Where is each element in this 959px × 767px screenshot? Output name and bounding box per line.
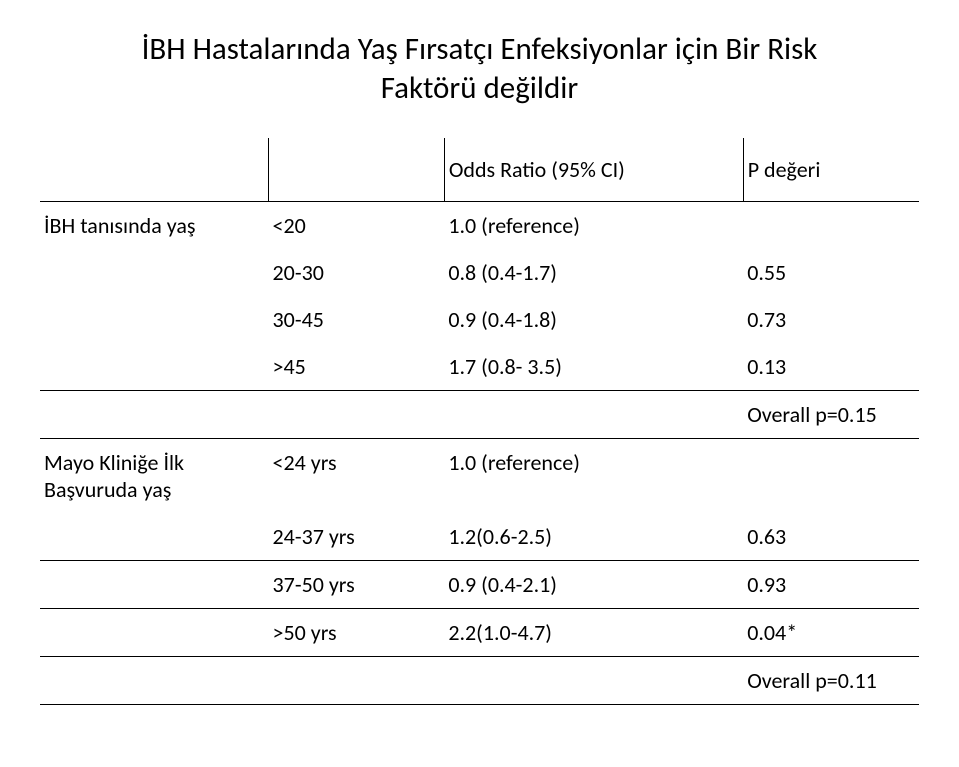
table-row: Overall p=0.15 bbox=[40, 390, 919, 438]
header-odds: Odds Ratio (95% CI) bbox=[444, 138, 743, 202]
cell-cat: <20 bbox=[269, 201, 445, 249]
cell-p: 0.04* bbox=[743, 608, 919, 656]
cell-p: 0.63 bbox=[743, 513, 919, 561]
title-line-1: İBH Hastalarında Yaş Fırsatçı Enfeksiyon… bbox=[142, 30, 818, 68]
cell-or: 2.2(1.0-4.7) bbox=[444, 608, 743, 656]
cell-cat: >45 bbox=[269, 343, 445, 391]
page-title: İBH Hastalarında Yaş Fırsatçı Enfeksiyon… bbox=[40, 30, 919, 108]
cell-cat: <24 yrs bbox=[269, 438, 445, 513]
overall-p-bottom: Overall p=0.11 bbox=[743, 656, 919, 704]
cell-cat: 30-45 bbox=[269, 296, 445, 343]
cell-or: 0.8 (0.4-1.7) bbox=[444, 249, 743, 296]
cell-or: 1.2(0.6-2.5) bbox=[444, 513, 743, 561]
title-line-2: Faktörü değildir bbox=[381, 69, 578, 107]
cell-or: 0.9 (0.4-2.1) bbox=[444, 560, 743, 608]
table-row: Overall p=0.11 bbox=[40, 656, 919, 704]
cell-cat: 20-30 bbox=[269, 249, 445, 296]
section2-label-line2: Başvuruda yaş bbox=[44, 476, 171, 503]
table-header-row: Odds Ratio (95% CI) P değeri bbox=[40, 138, 919, 202]
table-row: 30-45 0.9 (0.4-1.8) 0.73 bbox=[40, 296, 919, 343]
cell-p: 0.93 bbox=[743, 560, 919, 608]
section2-label-line1: Mayo Kliniğe İlk bbox=[44, 449, 184, 476]
table-row: >45 1.7 (0.8- 3.5) 0.13 bbox=[40, 343, 919, 391]
table-row: 24-37 yrs 1.2(0.6-2.5) 0.63 bbox=[40, 513, 919, 561]
section2-label: Mayo Kliniğe İlk Başvuruda yaş bbox=[40, 438, 269, 513]
cell-cat: >50 yrs bbox=[269, 608, 445, 656]
section1-label: İBH tanısında yaş bbox=[40, 201, 269, 249]
header-p: P değeri bbox=[743, 138, 919, 202]
table-row: 37-50 yrs 0.9 (0.4-2.1) 0.93 bbox=[40, 560, 919, 608]
cell-p: 0.55 bbox=[743, 249, 919, 296]
cell-or: 1.0 (reference) bbox=[444, 438, 743, 513]
cell-p bbox=[743, 438, 919, 513]
table-row: İBH tanısında yaş <20 1.0 (reference) bbox=[40, 201, 919, 249]
cell-cat: 37-50 yrs bbox=[269, 560, 445, 608]
cell-or: 0.9 (0.4-1.8) bbox=[444, 296, 743, 343]
table-row: Mayo Kliniğe İlk Başvuruda yaş <24 yrs 1… bbox=[40, 438, 919, 513]
table-row: 20-30 0.8 (0.4-1.7) 0.55 bbox=[40, 249, 919, 296]
cell-or: 1.0 (reference) bbox=[444, 201, 743, 249]
overall-p-top: Overall p=0.15 bbox=[743, 390, 919, 438]
table-row: >50 yrs 2.2(1.0-4.7) 0.04* bbox=[40, 608, 919, 656]
cell-p: 0.73 bbox=[743, 296, 919, 343]
cell-p bbox=[743, 201, 919, 249]
cell-or: 1.7 (0.8- 3.5) bbox=[444, 343, 743, 391]
cell-cat: 24-37 yrs bbox=[269, 513, 445, 561]
data-table: Odds Ratio (95% CI) P değeri İBH tanısın… bbox=[40, 138, 919, 705]
cell-p: 0.13 bbox=[743, 343, 919, 391]
